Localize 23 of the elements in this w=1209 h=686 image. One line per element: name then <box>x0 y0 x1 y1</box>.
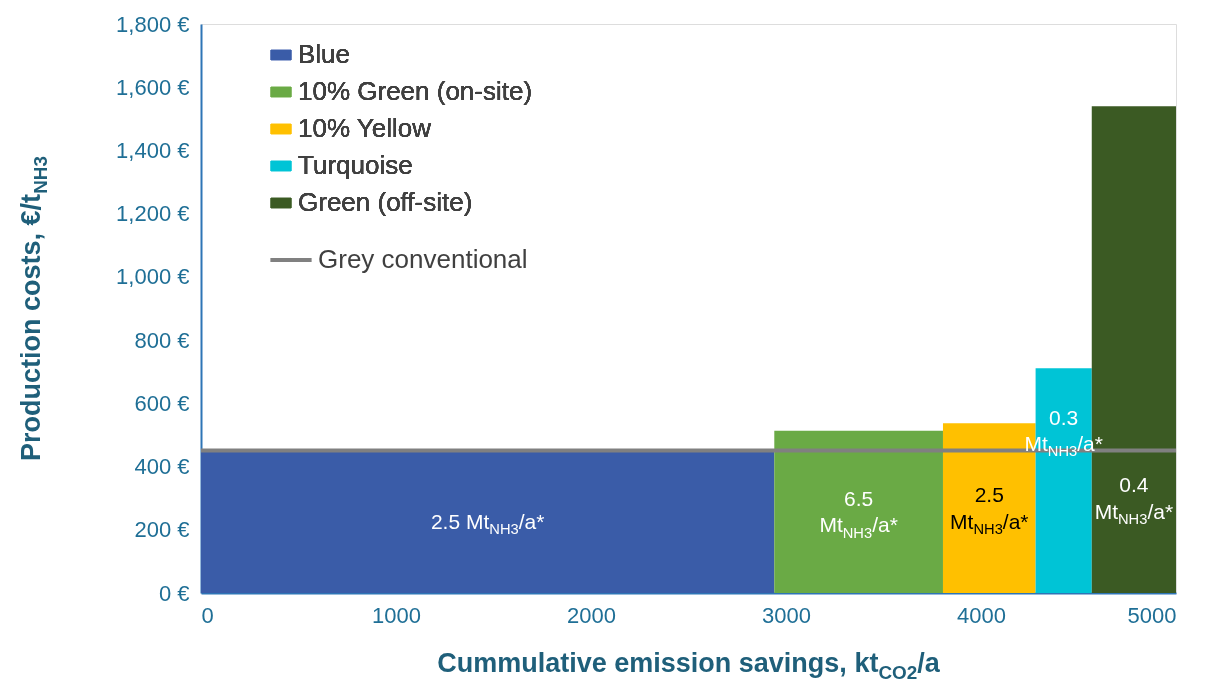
x-tick-label: 3000 <box>762 602 811 628</box>
y-tick-label: 200 € <box>134 517 190 543</box>
y-axis-title: Production costs, €/tNH3 <box>16 156 52 461</box>
legend-label: Blue <box>298 39 351 69</box>
x-tick-label: 4000 <box>957 602 1006 628</box>
x-tick-label: 1000 <box>372 602 421 628</box>
y-tick-label: 1,200 € <box>116 201 190 227</box>
y-tick-label: 1,400 € <box>116 137 190 163</box>
x-tick-label: 2000 <box>567 602 616 628</box>
y-tick-label: 800 € <box>134 327 190 353</box>
y-tick-label: 400 € <box>134 454 190 480</box>
y-tick-label: 1,000 € <box>116 264 190 290</box>
y-tick-label: 1,800 € <box>116 11 190 37</box>
legend-label: 10% Yellow <box>298 113 432 143</box>
legend-label: Grey conventional <box>318 244 528 274</box>
legend-label: Turquoise <box>298 150 413 180</box>
x-tick-label: 5000 <box>1127 602 1177 628</box>
legend-label: 10% Green (on-site) <box>298 76 533 106</box>
y-tick-label: 0 € <box>158 580 190 606</box>
x-tick-label: 0 <box>201 602 214 628</box>
y-tick-label: 600 € <box>134 390 190 416</box>
y-tick-label: 1,600 € <box>116 74 190 100</box>
legend-label: Green (off-site) <box>298 187 473 217</box>
